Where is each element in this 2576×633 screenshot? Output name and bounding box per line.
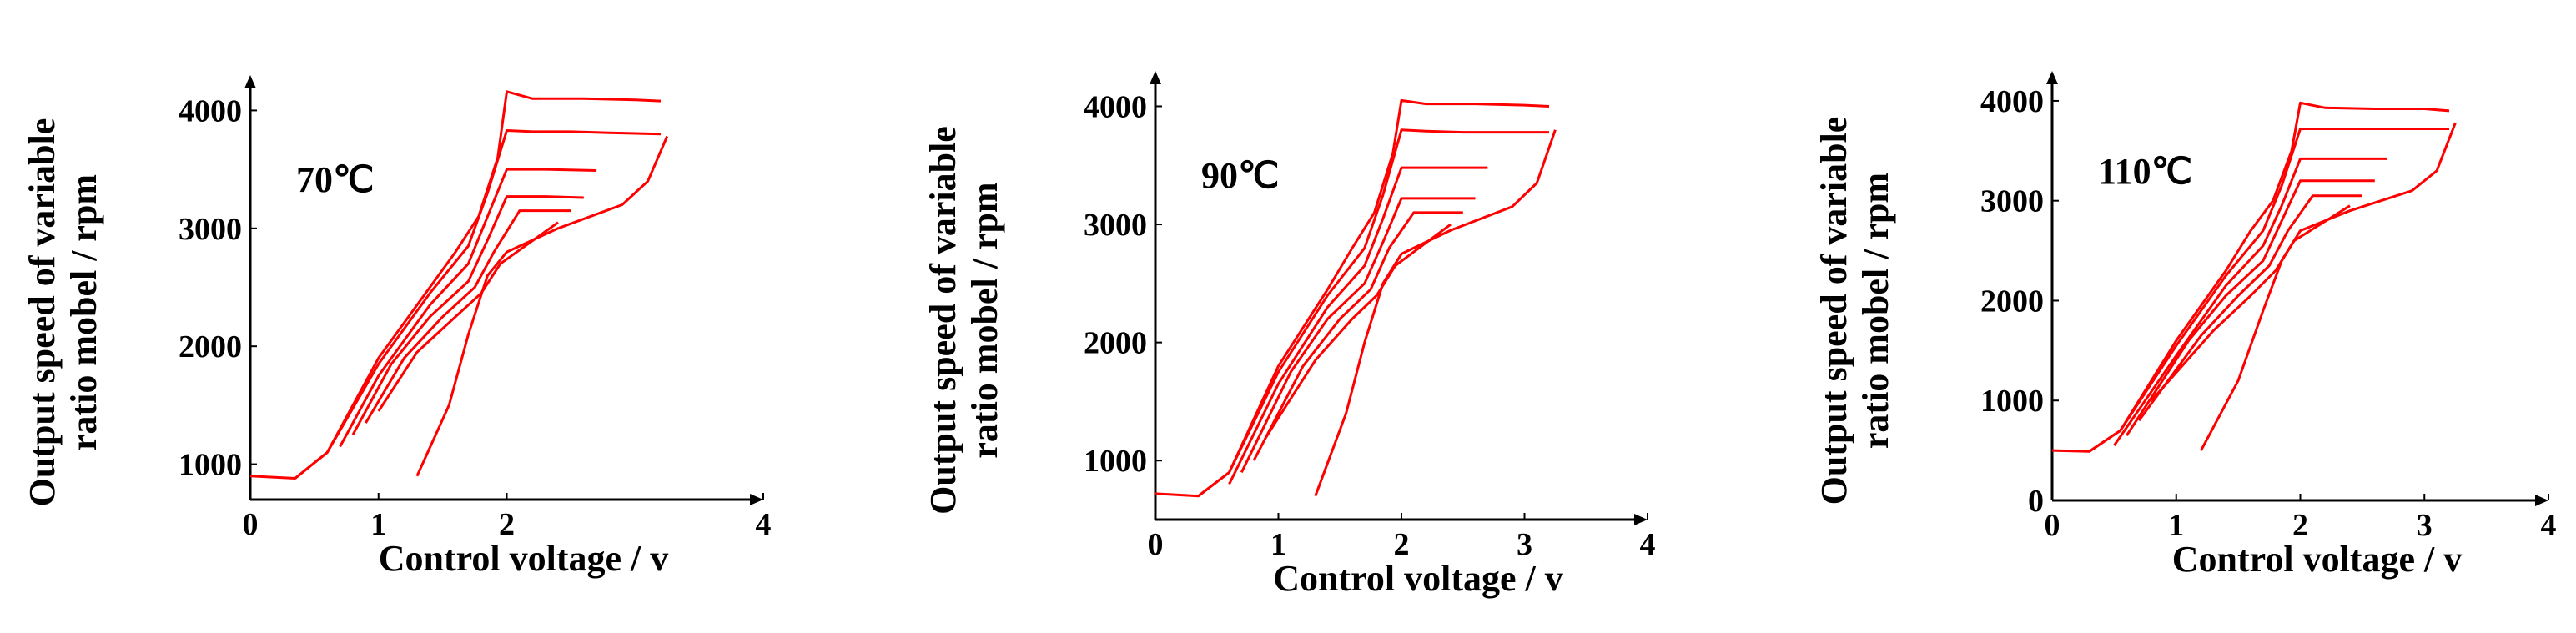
- series-line-loop-6: [2151, 206, 2350, 401]
- y-tick-label: 4000: [1084, 89, 1147, 124]
- y-tick-label: 1000: [1980, 384, 2044, 419]
- series-line-loop-3: [1230, 168, 1488, 484]
- series-line-return: [2201, 123, 2456, 450]
- x-tick-label: 1: [370, 507, 386, 542]
- series-line-loop-5: [1254, 213, 1463, 460]
- panel-70c: 0 1 2 4 1000 2000 3000 4000 Control voltage / v O…: [22, 75, 772, 579]
- y-tick-label: 3000: [1084, 208, 1147, 243]
- temperature-annotation: 70℃: [296, 159, 374, 200]
- x-axis-title: Control voltage / v: [2172, 539, 2463, 580]
- y-tick-label: 3000: [1980, 184, 2044, 219]
- y-tick-label: 4000: [1980, 84, 2044, 119]
- y-axis-title-line-1: Output speed of variable: [1814, 117, 1854, 505]
- y-tick-label: 0: [2028, 484, 2044, 519]
- y-axis-title-line-2: ratio mobel / rpm: [1855, 173, 1896, 449]
- x-axis-arrow: [1634, 514, 1648, 525]
- y-tick-label: 2000: [179, 329, 242, 364]
- y-tick-label: 3000: [179, 212, 242, 247]
- x-tick-label: 2: [1394, 527, 1410, 562]
- x-axis-arrow: [750, 494, 763, 505]
- x-tick-label: 2: [499, 507, 515, 542]
- y-tick-label: 1000: [1084, 444, 1147, 479]
- x-tick-label: 3: [2417, 508, 2433, 543]
- panel-90c: 0 1 2 3 4 1000 2000 3000 4000 Control voltage / v…: [923, 71, 1656, 599]
- y-axis-arrow: [2046, 71, 2058, 84]
- temperature-annotation: 90℃: [1201, 155, 1279, 196]
- series-line-loop-3: [2114, 158, 2387, 445]
- figure-canvas: 0 1 2 41000200030004000Control voltage / vO…: [0, 0, 2576, 633]
- x-tick-label: 2: [2292, 508, 2308, 543]
- y-axis-title-line-1: Output speed of variable: [22, 118, 63, 507]
- x-tick-label: 1: [1270, 527, 1286, 562]
- x-tick-label: 4: [1640, 527, 1656, 562]
- y-axis-title-line-2: ratio mobel / rpm: [964, 182, 1005, 458]
- y-tick-label: 2000: [1980, 284, 2044, 319]
- x-tick-label: 1: [2168, 508, 2184, 543]
- x-tick-label: 0: [1148, 527, 1164, 562]
- series-line-loop-4: [2126, 181, 2375, 436]
- x-tick-label: 0: [243, 507, 259, 542]
- x-tick-label: 3: [1517, 527, 1532, 562]
- series-line-return: [1316, 130, 1556, 496]
- series-line-loop-1: [250, 92, 661, 479]
- temperature-annotation: 110℃: [2098, 151, 2192, 192]
- x-axis-title: Control voltage / v: [379, 538, 669, 579]
- y-axis-arrow: [1150, 71, 1161, 84]
- y-tick-label: 4000: [179, 93, 242, 128]
- series-line-loop-6: [379, 223, 558, 411]
- y-tick-label: 1000: [179, 448, 242, 483]
- x-tick-label: 4: [756, 507, 772, 542]
- y-axis-title-line-1: Output speed of variable: [923, 126, 963, 515]
- x-tick-label: 0: [2045, 508, 2060, 543]
- y-axis-arrow: [244, 75, 256, 88]
- y-tick-label: 2000: [1084, 326, 1147, 361]
- panel-110c: 0 1 2 3 4 0 1000 2000 3000 4000 Control voltage / …: [1814, 71, 2557, 580]
- x-axis-arrow: [2535, 495, 2548, 506]
- x-axis-title: Control voltage / v: [1273, 558, 1563, 599]
- y-axis-title-line-2: ratio mobel / rpm: [63, 174, 104, 450]
- x-tick-label: 4: [2541, 508, 2557, 543]
